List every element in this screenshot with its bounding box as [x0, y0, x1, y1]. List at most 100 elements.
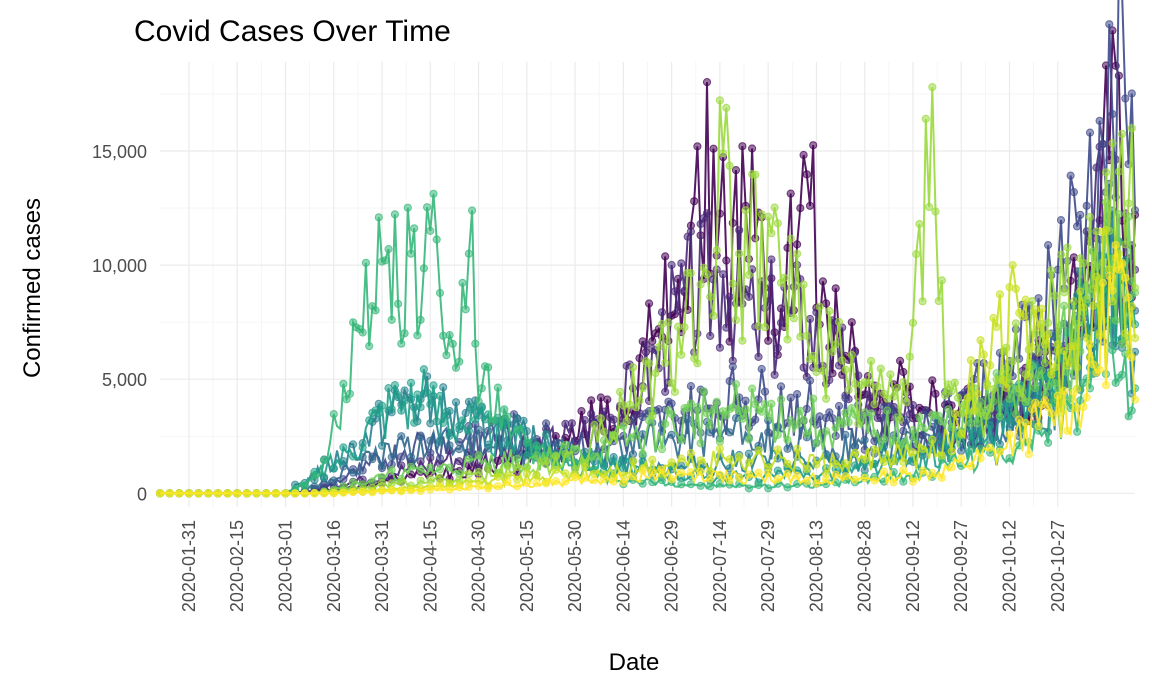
data-point	[387, 405, 396, 414]
data-point	[715, 444, 725, 453]
data-point	[1021, 419, 1030, 428]
data-point	[879, 435, 889, 444]
data-point	[1034, 323, 1043, 332]
data-point	[657, 465, 667, 474]
data-point	[1082, 374, 1091, 383]
data-point	[493, 472, 502, 481]
data-point	[908, 401, 918, 410]
data-point	[471, 415, 480, 424]
data-point	[648, 455, 657, 464]
data-point	[416, 476, 425, 485]
data-point	[667, 430, 676, 439]
x-tick-label: 2020-04-15	[420, 520, 440, 612]
data-point	[921, 114, 930, 124]
data-point	[406, 452, 416, 462]
data-point	[1053, 340, 1062, 349]
data-point	[416, 315, 425, 324]
data-point	[416, 433, 425, 442]
data-point	[757, 364, 766, 374]
data-point	[850, 442, 860, 451]
data-point	[831, 470, 840, 479]
data-point	[1005, 430, 1014, 439]
data-point	[677, 350, 686, 359]
data-point	[661, 387, 670, 396]
data-point	[957, 446, 966, 456]
data-point	[677, 259, 686, 268]
data-point	[722, 323, 731, 332]
data-point	[1114, 265, 1124, 274]
data-point	[963, 393, 972, 402]
data-point	[329, 464, 338, 473]
data-point	[551, 465, 560, 474]
data-point	[934, 296, 943, 306]
x-tick-label: 2020-04-30	[469, 520, 489, 612]
data-point	[1011, 284, 1021, 293]
data-point	[831, 284, 840, 293]
data-point	[915, 412, 924, 422]
data-point	[686, 468, 696, 477]
data-point	[686, 399, 696, 408]
x-tick-label: 2020-07-29	[758, 520, 778, 612]
data-point	[722, 256, 731, 265]
data-point	[834, 401, 844, 411]
data-point	[300, 481, 309, 490]
data-point	[532, 451, 541, 460]
data-point	[776, 395, 786, 404]
data-point	[223, 489, 232, 498]
data-point	[957, 454, 966, 463]
data-point	[291, 489, 300, 498]
data-point	[693, 142, 702, 151]
data-point	[841, 408, 850, 417]
data-point	[751, 415, 760, 424]
data-point	[416, 403, 425, 412]
data-point	[667, 458, 676, 467]
data-point	[622, 416, 631, 426]
data-point	[542, 419, 551, 428]
data-point	[1079, 259, 1088, 268]
data-point	[519, 416, 528, 425]
data-point	[484, 465, 493, 474]
data-point	[632, 403, 641, 412]
data-point	[242, 489, 251, 498]
data-point	[696, 467, 705, 476]
data-point	[1108, 110, 1117, 119]
data-point	[384, 245, 393, 254]
data-point	[410, 224, 419, 233]
data-point	[358, 328, 367, 337]
data-point	[1111, 316, 1120, 325]
data-point	[397, 477, 406, 486]
data-point	[760, 387, 770, 396]
data-point	[1108, 139, 1117, 148]
data-point	[233, 489, 242, 498]
data-point	[744, 292, 754, 301]
y-axis-title: Confirmed cases	[19, 198, 46, 378]
data-point	[252, 489, 261, 498]
data-point	[406, 486, 416, 495]
data-point	[471, 339, 480, 348]
data-point	[1118, 258, 1127, 267]
data-point	[863, 379, 873, 388]
data-point	[812, 367, 821, 377]
x-tick-label: 2020-10-12	[1000, 520, 1020, 612]
data-point	[1060, 386, 1069, 395]
data-point	[735, 452, 744, 461]
data-point	[793, 390, 802, 399]
data-point	[879, 467, 889, 476]
data-point	[329, 489, 338, 498]
data-point	[773, 445, 782, 454]
data-point	[973, 419, 982, 428]
data-point	[522, 451, 531, 460]
data-point	[699, 263, 708, 272]
data-point	[725, 161, 734, 170]
data-point	[953, 393, 963, 402]
data-point	[609, 477, 618, 486]
data-point	[349, 452, 358, 461]
data-point	[786, 416, 795, 425]
data-point	[686, 227, 696, 236]
data-point	[1034, 294, 1043, 303]
data-point	[719, 270, 728, 279]
data-point	[799, 150, 808, 160]
data-point	[783, 459, 792, 468]
data-point	[667, 399, 676, 408]
data-point	[567, 419, 577, 428]
